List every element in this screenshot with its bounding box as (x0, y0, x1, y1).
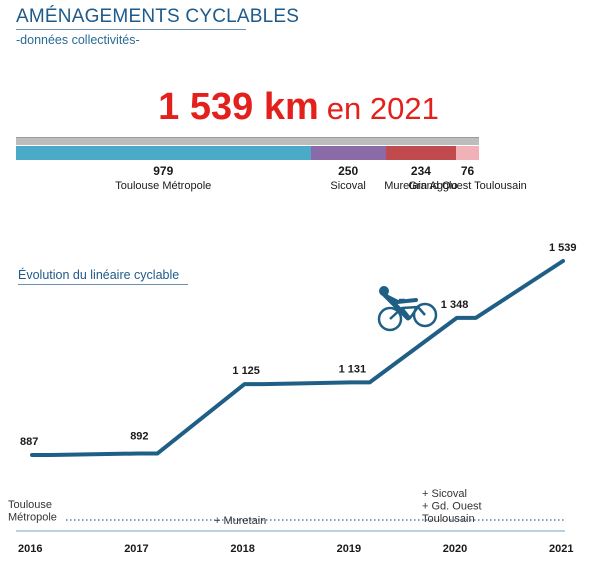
total-bar (16, 137, 479, 145)
breakdown-segment (456, 146, 479, 160)
data-label: 1 131 (339, 363, 367, 375)
breakdown-label: Sicoval (330, 180, 366, 192)
breakdown-label: Grand Ouest Toulousain (408, 180, 527, 192)
page-subtitle: -données collectivités- (16, 33, 140, 47)
annotation-text: + Gd. Ouest (422, 501, 482, 513)
cyclist-icon (377, 286, 438, 332)
breakdown-value: 250 (338, 164, 359, 178)
data-label: 1 348 (441, 299, 469, 311)
x-tick-label: 2016 (18, 543, 42, 555)
annotation-text: Toulousain (422, 513, 475, 525)
headline-total: 1 539 km en 2021 (0, 86, 597, 129)
annotation-text: + Sicoval (422, 488, 467, 500)
breakdown-value: 76 (460, 164, 475, 178)
data-label: 1 125 (232, 365, 260, 377)
headline-suffix: en 2021 (326, 91, 439, 126)
title-underline (16, 29, 246, 30)
x-tick-label: 2017 (124, 543, 148, 555)
breakdown-value: 979 (153, 164, 174, 178)
x-tick-label: 2021 (549, 543, 573, 555)
annotation-text: Toulouse (8, 499, 52, 511)
x-tick-label: 2020 (443, 543, 467, 555)
data-label: 1 539 (549, 242, 577, 254)
data-label: 887 (20, 436, 38, 448)
series-line (30, 259, 565, 457)
breakdown-segment (385, 146, 457, 160)
breakdown-label: Toulouse Métropole (115, 180, 212, 192)
breakdown-segment (16, 146, 311, 160)
annotation-text: + Muretain (214, 515, 266, 527)
chart-labels: 887 892 1 125 1 131 1 348 1 539 (20, 242, 577, 448)
breakdown-segment (310, 146, 386, 160)
annotation-text: Métropole (8, 512, 57, 524)
x-axis-ticks: 2016 2017 2018 2019 2020 2021 (18, 543, 573, 555)
x-tick-label: 2018 (230, 543, 254, 555)
breakdown-label: Muretain Agglo (384, 180, 458, 192)
headline-value: 1 539 km (158, 86, 319, 128)
data-label: 892 (130, 431, 148, 443)
breakdown-value: 234 (410, 164, 431, 178)
section-title: Évolution du linéaire cyclable (18, 268, 180, 282)
x-tick-label: 2019 (337, 543, 361, 555)
page-title: AMÉNAGEMENTS CYCLABLES (16, 6, 300, 27)
section-underline (18, 284, 188, 285)
